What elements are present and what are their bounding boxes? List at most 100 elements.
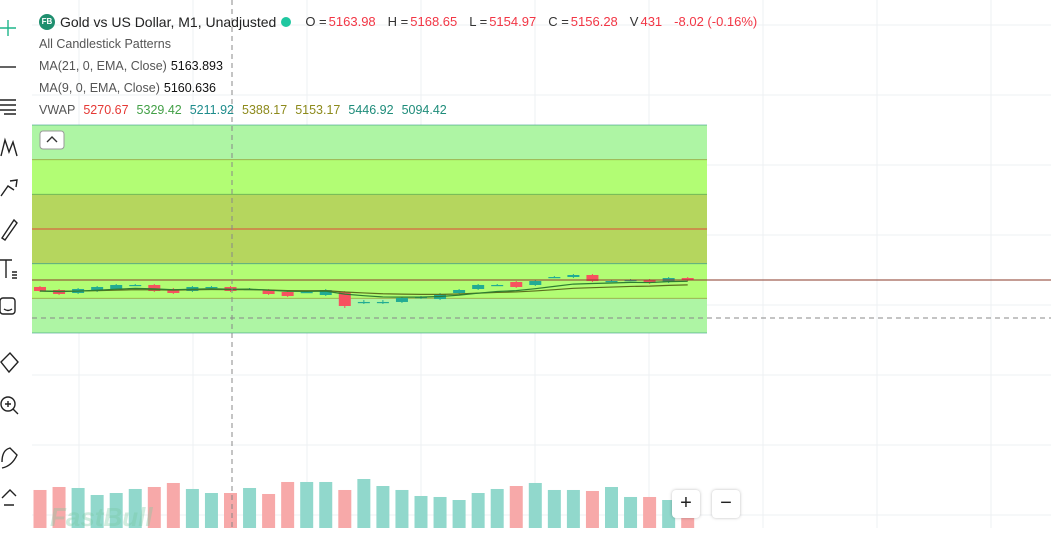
volume-label: V — [629, 14, 639, 29]
candle-body — [129, 284, 142, 287]
zoom-tool-glyph — [5, 401, 19, 415]
candle-body — [167, 288, 180, 294]
ohlc-value: 5154.97 — [489, 14, 537, 29]
volume-bar — [433, 496, 447, 528]
vwap-value: 5153.17 — [295, 103, 341, 117]
candle-body — [395, 298, 408, 302]
candle-body — [472, 284, 485, 289]
candle-body — [34, 286, 46, 291]
ohlc-label: L = — [469, 14, 488, 29]
symbol-badge: FB — [39, 14, 55, 30]
candle-body — [605, 281, 618, 283]
candle-body — [548, 277, 561, 279]
volume-value: 431 — [640, 14, 663, 29]
volume-bar — [509, 486, 523, 528]
volume-bar — [681, 514, 695, 528]
ma-value: 5160.636 — [163, 81, 217, 95]
candle-body — [110, 284, 123, 289]
candle-body — [643, 280, 656, 283]
volume-bar — [566, 489, 580, 528]
volume-bar — [452, 500, 466, 528]
candle-body — [624, 280, 637, 282]
volume-bar — [528, 482, 542, 528]
candle-body — [586, 275, 599, 282]
volume-bar — [243, 487, 257, 528]
volume-bar — [585, 490, 599, 528]
volume-bar — [319, 481, 333, 528]
zoom-in-button[interactable]: + — [672, 490, 700, 518]
candle-body — [357, 301, 370, 304]
vwap-value: 5329.42 — [136, 103, 182, 117]
volume-bar — [624, 496, 638, 528]
ohlc-label: H = — [387, 14, 409, 29]
collapse-button[interactable] — [39, 130, 65, 150]
ema-line — [39, 280, 688, 298]
volume-bar — [147, 486, 161, 528]
candle-body — [529, 281, 542, 285]
brush-tool[interactable] — [1, 218, 18, 241]
volume-bar — [357, 479, 371, 528]
legend: FB Gold vs US Dollar, M1, Unadjusted O = 51… — [39, 11, 769, 121]
ohlc-label: C = — [548, 14, 569, 29]
emoji-smile — [3, 308, 13, 312]
patterns-row: All Candlestick Patterns — [39, 33, 769, 55]
volume-bar — [71, 487, 85, 528]
volume-bar — [281, 481, 295, 528]
magnet-tool[interactable] — [1, 447, 18, 469]
candle-body — [567, 275, 580, 278]
patterns-label: All Candlestick Patterns — [39, 37, 172, 51]
lock-tool[interactable] — [1, 489, 17, 506]
volume-bar — [262, 493, 276, 528]
volume-bar — [109, 493, 123, 528]
text-tool[interactable] — [0, 259, 17, 279]
vwap-value: 5446.92 — [348, 103, 394, 117]
pattern-tool[interactable] — [0, 137, 18, 157]
volume-bar — [128, 488, 142, 528]
candle-body — [300, 292, 313, 294]
vwap-band — [32, 298, 707, 333]
volume-bar — [33, 489, 47, 528]
volume-bar — [547, 489, 561, 528]
vwap-band — [32, 125, 707, 160]
candle-body — [148, 284, 161, 291]
candle-body — [510, 281, 523, 287]
candle-body — [262, 289, 275, 295]
volume-bar — [338, 489, 352, 528]
ohlc-value: 5163.98 — [328, 14, 376, 29]
volume-bar — [300, 481, 314, 528]
ohlc-value: 5168.65 — [410, 14, 458, 29]
volume-bar — [204, 493, 218, 528]
ma21-row: MA(21, 0, EMA, Close) 5163.893 — [39, 55, 769, 77]
candle-body — [281, 292, 294, 297]
vwap-band — [32, 159, 707, 195]
volume-bar — [471, 493, 485, 528]
candle-body — [205, 286, 218, 289]
candle-body — [453, 289, 466, 294]
zoom-out-button[interactable]: − — [712, 490, 740, 518]
vwap-value: 5270.67 — [83, 103, 129, 117]
crosshair-tool[interactable] — [0, 20, 16, 36]
ohlc-label: O = — [305, 14, 327, 29]
projection-tool[interactable] — [0, 179, 18, 197]
collapse-icon — [46, 136, 58, 143]
candle-body — [338, 292, 351, 306]
vwap-bands — [32, 124, 707, 334]
ohlc-value: 5156.28 — [570, 14, 618, 29]
volume-bar — [166, 482, 180, 528]
volume-bar — [395, 489, 409, 528]
fib-tool[interactable] — [0, 99, 16, 115]
volume-bar — [376, 486, 390, 528]
volume-bar — [52, 486, 66, 528]
ma-label: MA(21, 0, EMA, Close) — [39, 59, 167, 73]
volume-bars — [33, 479, 695, 528]
zoom-tool[interactable] — [0, 396, 16, 412]
vwap-value: 5211.92 — [189, 103, 234, 117]
symbol-row: FB Gold vs US Dollar, M1, Unadjusted O = 51… — [39, 11, 769, 33]
watermark: FastBull — [50, 502, 153, 532]
vwap-label: VWAP — [39, 103, 76, 117]
ruler-tool[interactable] — [0, 351, 19, 374]
candle-body — [376, 301, 389, 304]
emoji-tool[interactable] — [0, 297, 16, 315]
